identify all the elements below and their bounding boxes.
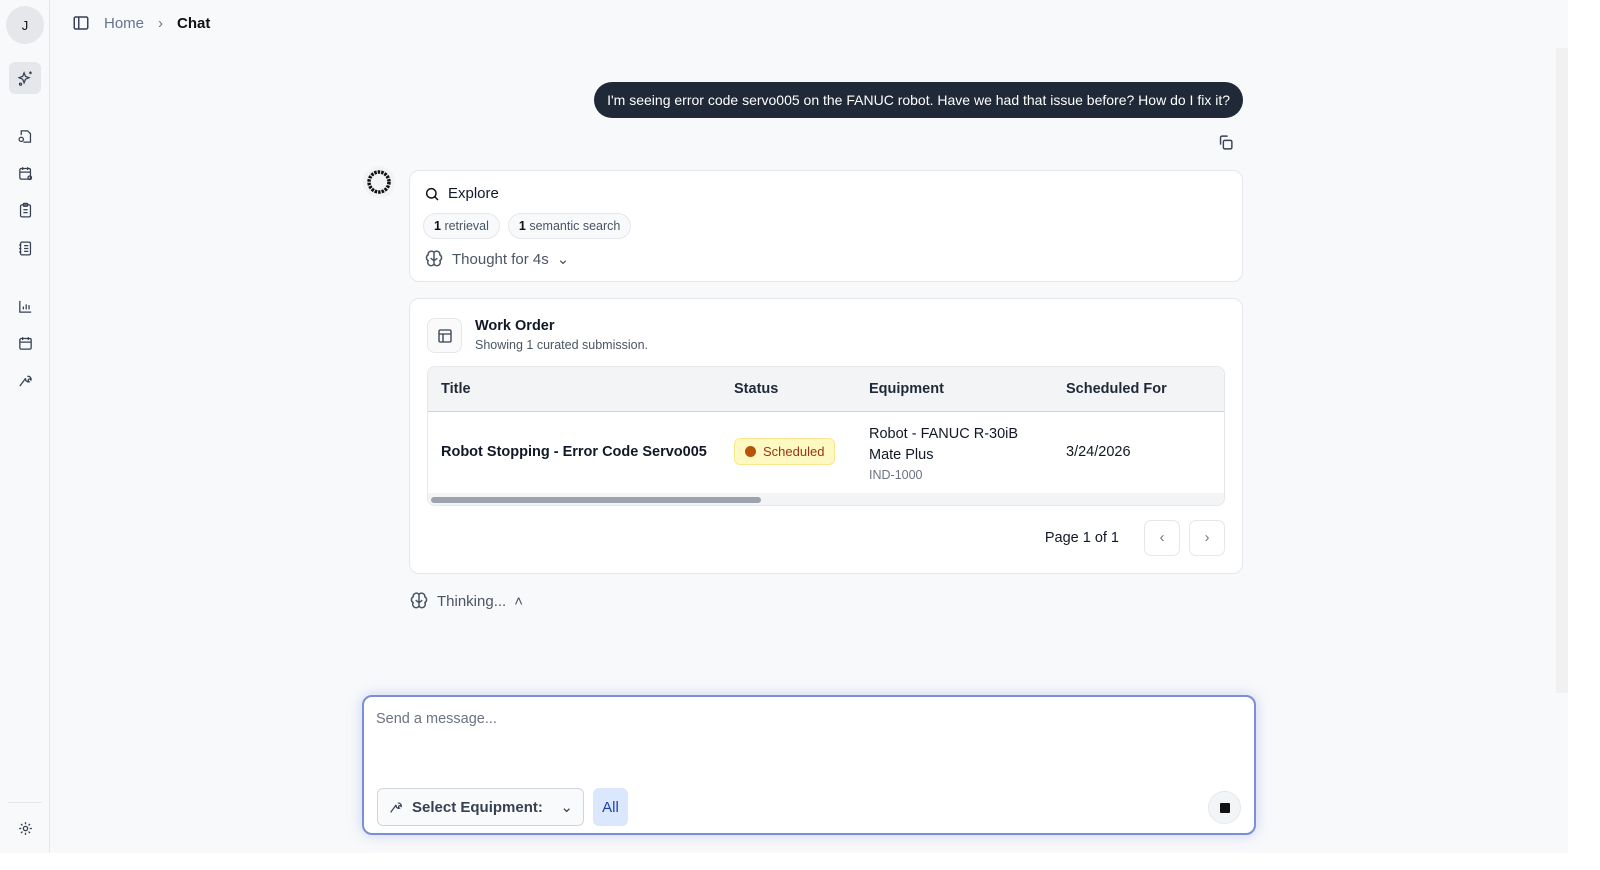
calendar-icon (18, 336, 32, 350)
stop-generation-button[interactable] (1208, 791, 1241, 824)
wrench-icon (390, 802, 402, 813)
column-status: Status (734, 381, 779, 397)
vertical-scrollbar[interactable] (1556, 48, 1568, 693)
chevron-down-icon: ⌄ (560, 799, 573, 816)
work-order-table: Title Status Equipment Scheduled For Rob… (427, 366, 1225, 506)
column-scheduled-for: Scheduled For (1066, 381, 1167, 397)
pagination: Page 1 of 1 ‹ › (1045, 520, 1225, 556)
work-order-title: Work Order (475, 318, 555, 334)
window-margin-bottom (0, 853, 1600, 870)
sidebar-item-chat[interactable] (9, 62, 41, 94)
user-avatar[interactable]: J (6, 6, 44, 44)
notebook-icon (18, 240, 31, 256)
brain-icon (410, 592, 428, 609)
sidebar: J (0, 0, 50, 853)
sidebar-item-checklists[interactable] (9, 194, 41, 226)
sidebar-toggle-icon[interactable] (72, 14, 90, 32)
assistant-avatar (363, 166, 395, 198)
thinking-toggle[interactable]: Thinking... ˄ (409, 591, 523, 611)
semantic-search-chip: 1 semantic search (507, 213, 632, 239)
message-composer: Select Equipment:⌄ All (362, 695, 1256, 835)
breadcrumb-current: Chat (177, 14, 211, 32)
chevron-up-icon: ˄ (514, 592, 523, 610)
thought-toggle[interactable]: Thought for 4s ⌄ (424, 249, 569, 269)
breadcrumb: Home › Chat (72, 14, 210, 32)
row-title[interactable]: Robot Stopping - Error Code Servo005 (441, 444, 707, 460)
sidebar-item-calendar[interactable] (9, 327, 41, 359)
sidebar-divider (8, 802, 42, 803)
bar-chart-icon (18, 300, 31, 313)
column-equipment: Equipment (869, 381, 944, 397)
row-scheduled-for: 3/24/2026 (1066, 444, 1131, 460)
sidebar-item-logbook[interactable] (9, 232, 41, 264)
calendar-settings-icon (18, 166, 32, 180)
explore-card: Explore 1 retrieval 1 semantic search Th… (409, 170, 1243, 282)
stop-icon (1219, 802, 1230, 813)
column-title: Title (441, 381, 471, 397)
page-indicator: Page 1 of 1 (1044, 530, 1119, 546)
status-badge: Scheduled (734, 438, 836, 465)
next-page-button[interactable]: › (1189, 520, 1225, 556)
chevron-down-icon: ⌄ (556, 251, 570, 268)
message-input[interactable] (376, 711, 1236, 771)
horizontal-scrollbar[interactable] (431, 497, 761, 503)
work-order-subtitle: Showing 1 curated submission. (475, 338, 649, 352)
clipboard-list-icon (19, 202, 31, 218)
work-order-card: Work Order Showing 1 curated submission.… (409, 298, 1243, 574)
row-equipment: Robot - FANUC R-30iB Mate Plus IND-1000 (869, 426, 1019, 482)
sidebar-item-documents[interactable] (9, 120, 41, 152)
search-icon (425, 187, 439, 201)
sidebar-item-analytics[interactable] (9, 290, 41, 322)
retrieval-chip: 1 retrieval (423, 213, 500, 239)
equipment-select[interactable]: Select Equipment: ⌄ (377, 788, 584, 826)
file-settings-icon (17, 129, 31, 143)
chevron-left-icon: ‹ (1159, 530, 1165, 546)
chevron-right-icon: › (1204, 530, 1210, 546)
user-message: I'm seeing error code servo005 on the FA… (594, 82, 1243, 118)
gear-icon (18, 821, 32, 835)
table-row[interactable]: Robot Stopping - Error Code Servo005 Sch… (428, 412, 1224, 493)
breadcrumb-home[interactable]: Home (104, 14, 145, 32)
window-margin (1568, 0, 1600, 870)
sidebar-item-settings[interactable] (9, 812, 41, 844)
sparkles-icon (16, 70, 32, 86)
sidebar-item-equipment[interactable] (9, 364, 41, 396)
explore-title: Explore (448, 185, 499, 202)
chevron-right-icon: › (158, 14, 164, 32)
wrench-icon (18, 375, 32, 387)
table-header: Title Status Equipment Scheduled For (428, 367, 1224, 412)
filter-all-button[interactable]: All (593, 788, 628, 826)
brain-icon (425, 250, 443, 267)
sidebar-item-schedule[interactable] (9, 157, 41, 189)
copy-icon[interactable] (1217, 134, 1234, 151)
table-icon (427, 318, 462, 353)
prev-page-button[interactable]: ‹ (1144, 520, 1180, 556)
loading-spinner-icon (367, 170, 391, 194)
